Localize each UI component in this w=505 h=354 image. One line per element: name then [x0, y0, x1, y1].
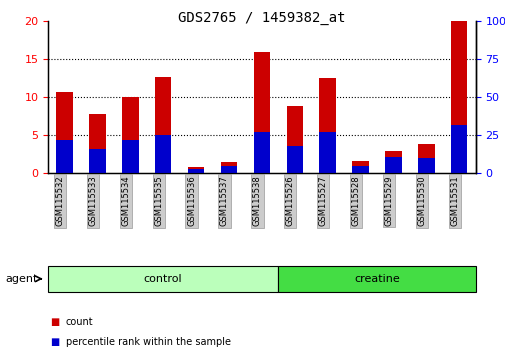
Text: percentile rank within the sample: percentile rank within the sample	[66, 337, 230, 347]
Bar	[253, 132, 270, 173]
Text: ■: ■	[50, 337, 60, 347]
Text: GSM115536: GSM115536	[187, 175, 195, 226]
Bar	[56, 140, 73, 173]
Text: GSM115528: GSM115528	[351, 175, 360, 226]
Text: agent: agent	[5, 274, 37, 284]
Text: count: count	[66, 317, 93, 327]
Bar	[450, 21, 467, 173]
Bar	[220, 166, 237, 173]
Bar	[351, 161, 368, 173]
Bar	[384, 152, 401, 173]
Text: creatine: creatine	[354, 274, 399, 284]
Bar	[56, 92, 73, 173]
Text: GSM115530: GSM115530	[417, 175, 425, 226]
Text: control: control	[143, 274, 182, 284]
Text: GSM115527: GSM115527	[318, 175, 327, 226]
Bar	[155, 135, 171, 173]
Bar	[122, 97, 138, 173]
Bar	[319, 132, 335, 173]
Bar	[319, 78, 335, 173]
Text: GSM115532: GSM115532	[56, 175, 65, 226]
Bar	[187, 169, 204, 173]
Text: GDS2765 / 1459382_at: GDS2765 / 1459382_at	[178, 11, 345, 25]
Bar	[450, 125, 467, 173]
Bar	[286, 146, 302, 173]
Bar	[384, 157, 401, 173]
Bar	[89, 114, 106, 173]
Bar	[417, 158, 434, 173]
Text: GSM115529: GSM115529	[384, 175, 393, 226]
Bar	[253, 52, 270, 173]
Bar	[286, 106, 302, 173]
Bar	[89, 149, 106, 173]
Bar	[155, 77, 171, 173]
Bar	[417, 144, 434, 173]
Text: GSM115531: GSM115531	[449, 175, 459, 226]
Text: GSM115538: GSM115538	[252, 175, 262, 226]
Bar	[351, 166, 368, 173]
Bar	[220, 162, 237, 173]
Text: GSM115533: GSM115533	[88, 175, 97, 226]
Text: GSM115534: GSM115534	[121, 175, 130, 226]
Bar	[187, 167, 204, 173]
Text: GSM115526: GSM115526	[285, 175, 294, 226]
Bar	[122, 140, 138, 173]
Text: ■: ■	[50, 317, 60, 327]
Text: GSM115535: GSM115535	[154, 175, 163, 226]
Text: GSM115537: GSM115537	[220, 175, 228, 226]
